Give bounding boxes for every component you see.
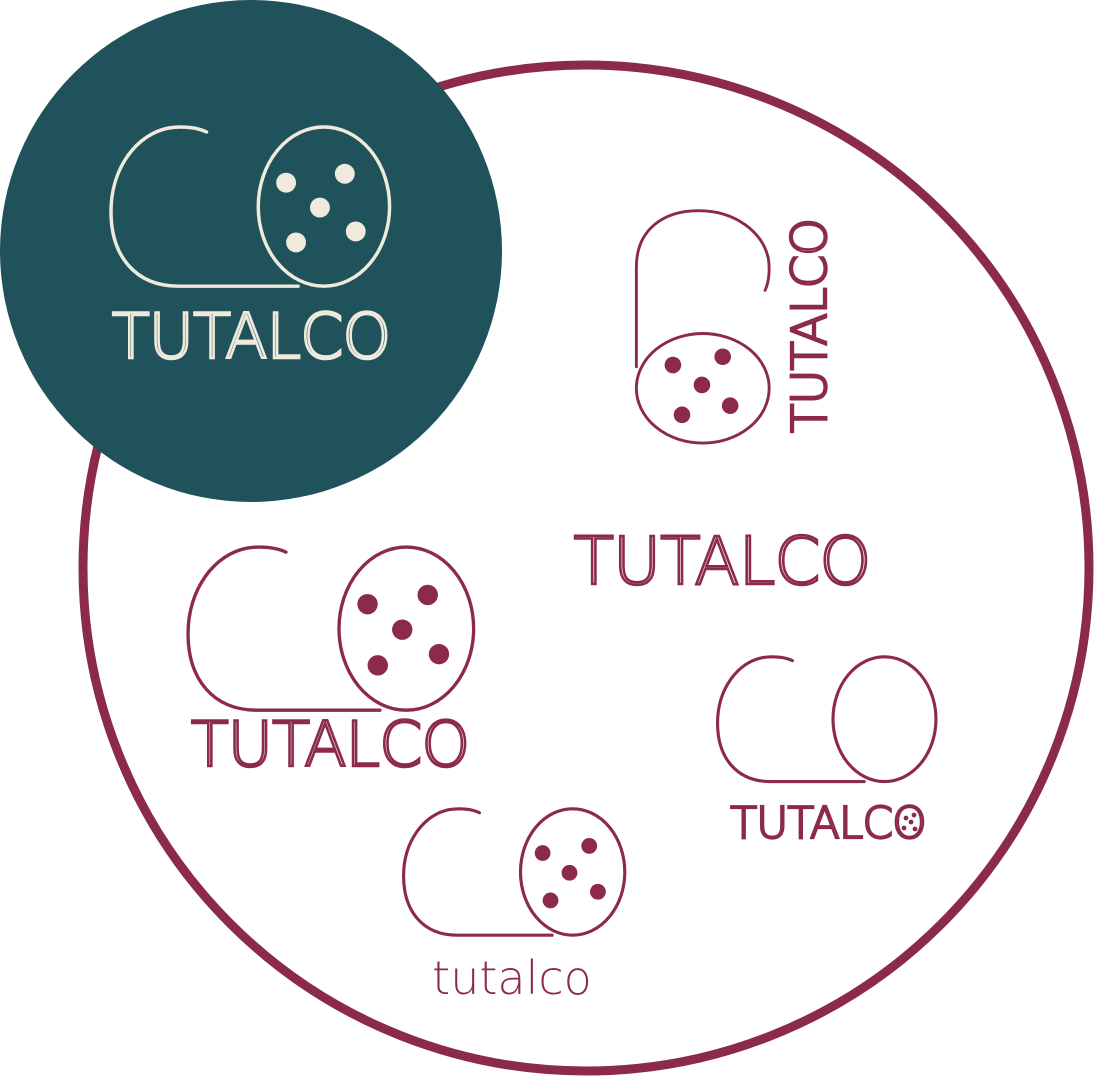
salami-logo-icon: [187, 546, 475, 711]
outline-wordmark: TUTALCO: [730, 798, 926, 849]
salami-logo-icon: [635, 210, 770, 444]
teal-badge-wordmark: TUTALCO: [112, 300, 390, 373]
large-wordmark: TUTALCO: [191, 708, 469, 781]
salami-logo-icon: [403, 808, 626, 936]
vertical-wordmark: TUTALCO: [782, 219, 838, 433]
wordmark-dots-icon: [901, 812, 918, 832]
outer-ring: [78, 60, 1094, 1076]
wordmark-only-logo: TUTALCO: [574, 523, 871, 600]
large-logo: TUTALCO: [187, 546, 475, 782]
lowercase-wordmark: tutalco: [432, 951, 592, 1005]
outline-logo: TUTALCO: [717, 656, 937, 850]
salami-outline-icon: [717, 656, 937, 782]
lowercase-logo: tutalco: [403, 808, 626, 1005]
teal-badge-background: [0, 0, 502, 502]
vertical-logo: TUTALCO: [635, 210, 839, 444]
teal-badge-logo: TUTALCO: [0, 0, 502, 502]
